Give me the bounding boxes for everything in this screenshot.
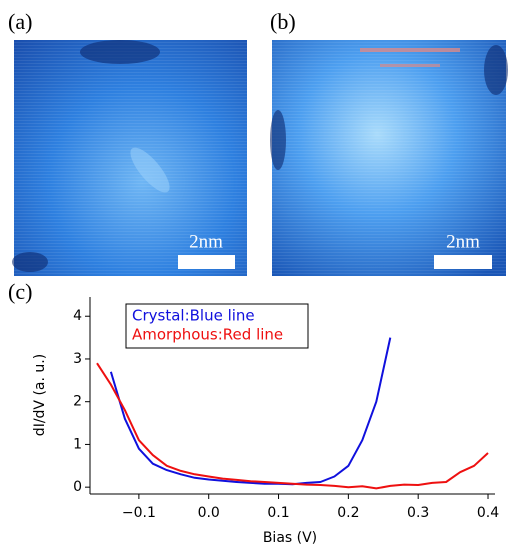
x-tick-label: 0.4 [477,505,499,521]
scale-bar [178,255,235,269]
panel-label: (b) [270,9,296,34]
panel-label: (a) [8,9,32,34]
plot-area [96,337,489,490]
noise-streak [380,64,440,67]
x-tick-label: 0.2 [337,505,359,521]
scale-bar-label: 2nm [446,231,480,252]
scan-lines [14,40,247,276]
x-axis-label: Bias (V) [263,530,317,546]
panel-label: (c) [8,279,32,304]
scan-lines [272,40,506,276]
dark-spot [484,45,508,95]
y-tick-label: 0 [73,479,82,495]
dark-spot [12,252,48,272]
y-tick-label: 1 [73,436,82,452]
x-tick-label: 0.0 [198,505,220,521]
y-tick-label: 4 [73,308,82,324]
x-tick-label: −0.1 [122,505,156,521]
series-line [96,362,489,490]
bright-spot [130,147,170,193]
y-tick-label: 3 [73,351,82,367]
scale-bar [434,255,492,269]
legend-entry: Amorphous:Red line [132,326,283,344]
y-axis-label: dI/dV (a. u.) [32,354,48,436]
dark-spot [80,40,160,64]
series-line [109,337,392,486]
noise-streak [360,48,460,52]
x-tick-label: 0.3 [407,505,429,521]
legend [125,303,309,349]
legend-entry: Crystal:Blue line [132,307,255,325]
scale-bar-label: 2nm [189,231,223,252]
x-tick-label: 0.1 [267,505,289,521]
dark-spot [270,110,286,170]
y-tick-label: 2 [73,394,82,410]
